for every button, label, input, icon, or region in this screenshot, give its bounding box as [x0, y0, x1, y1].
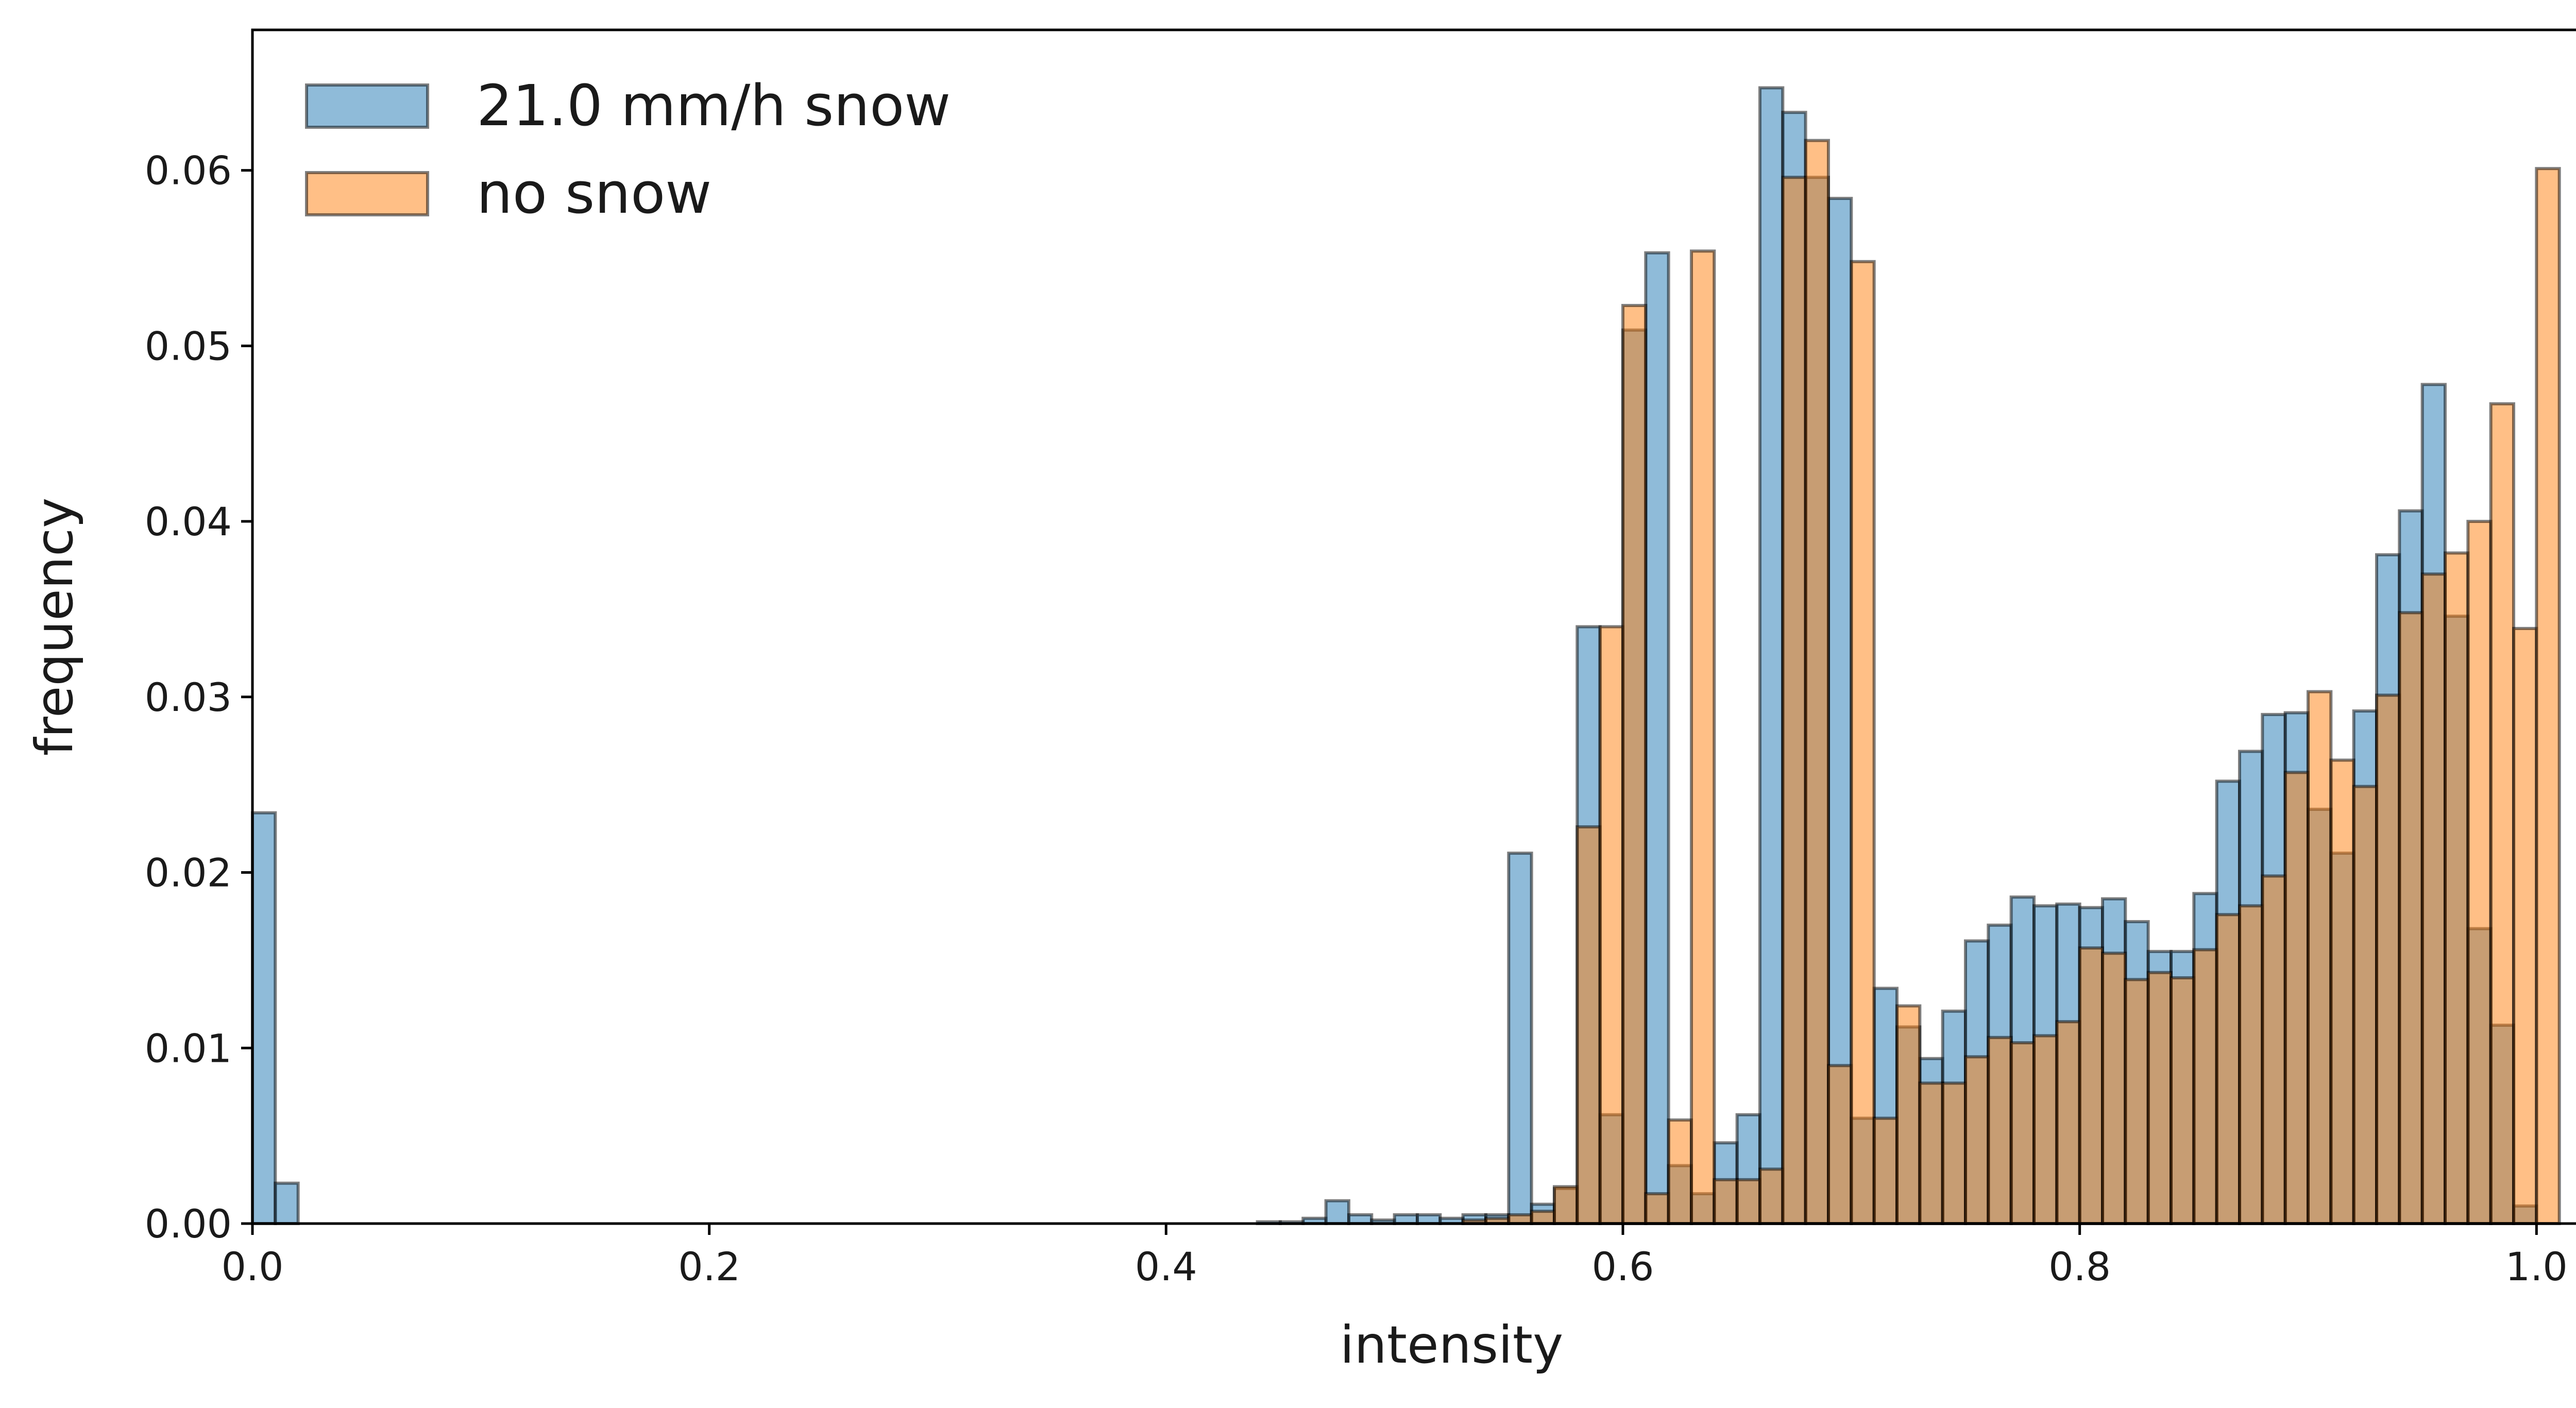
- x-tick-label: 0.8: [2048, 1244, 2111, 1290]
- histogram-bar: [274, 1181, 300, 1225]
- x-axis-ticks: 0.0 0.2 0.4 0.6 0.8 1.0: [222, 1224, 2568, 1290]
- x-tick-label: 0.6: [1592, 1244, 1654, 1290]
- histogram-bar: [1941, 1081, 1968, 1226]
- y-tick-label: 0.04: [145, 499, 232, 545]
- histogram-bar: [1713, 1178, 1739, 1225]
- x-tick-label: 0.0: [222, 1244, 284, 1290]
- histogram-bar: [2512, 626, 2538, 1225]
- y-tick-label: 0.00: [145, 1201, 232, 1247]
- histogram-bar: [1667, 1118, 1693, 1225]
- histogram-bar: [2101, 952, 2127, 1226]
- histogram-bar: [1644, 1192, 1670, 1225]
- histogram-bar: [1644, 251, 1670, 1226]
- y-tick-label: 0.03: [145, 674, 232, 720]
- legend-label: no snow: [477, 160, 711, 226]
- histogram-bar: [1987, 1036, 2013, 1225]
- histogram-bar: [1758, 86, 1785, 1226]
- histogram-bar: [251, 811, 277, 1226]
- y-tick-label: 0.05: [145, 323, 232, 369]
- plot-frame: [251, 28, 2576, 1225]
- histogram-bar: [1735, 1178, 1762, 1225]
- histogram-bar: [1575, 825, 1602, 1225]
- bars-layer: [251, 86, 2561, 1226]
- x-tick-label: 0.4: [1135, 1244, 1197, 1290]
- histogram-bar: [1872, 1116, 1899, 1226]
- histogram-bar: [2078, 946, 2105, 1225]
- histogram-bar: [1347, 1213, 1374, 1225]
- histogram-bar: [2032, 1034, 2059, 1225]
- histogram-bar: [1530, 1210, 1556, 1225]
- histogram-bar: [2215, 913, 2241, 1225]
- histogram-bar: [1553, 1185, 1579, 1225]
- histogram-bar: [1598, 625, 1625, 1225]
- histogram-bar: [1964, 1055, 1990, 1226]
- histogram-bar: [2238, 904, 2264, 1226]
- histogram-bar: [2009, 1041, 2036, 1225]
- histogram-bar: [2444, 551, 2470, 1225]
- x-tick-label: 0.2: [678, 1244, 740, 1290]
- histogram-bar: [1507, 1213, 1533, 1225]
- y-tick-label: 0.06: [145, 148, 232, 194]
- y-tick-label: 0.01: [145, 1025, 232, 1071]
- histogram-bar: [1827, 1064, 1853, 1225]
- legend: 21.0 mm/h snow no snow: [305, 73, 951, 226]
- y-tick-label: 0.02: [145, 850, 232, 896]
- histogram-bar: [1393, 1213, 1419, 1225]
- histogram-bar: [1690, 249, 1716, 1226]
- histogram-bar: [2535, 167, 2561, 1225]
- histogram-bar: [2489, 402, 2515, 1225]
- histogram-bar: [2124, 978, 2150, 1225]
- legend-swatch: [305, 83, 429, 129]
- histogram-bar: [2261, 874, 2287, 1225]
- histogram-bar: [2307, 690, 2333, 1225]
- histogram-bar: [1416, 1213, 1442, 1225]
- histogram-bar: [2420, 572, 2447, 1225]
- histogram-bar: [2466, 520, 2493, 1225]
- histogram-bar: [2375, 693, 2401, 1225]
- legend-swatch: [305, 171, 429, 216]
- histogram-bar: [2398, 611, 2424, 1225]
- histogram-bar: [1804, 139, 1831, 1225]
- histogram-bar: [2352, 785, 2378, 1225]
- histogram-bar: [2055, 1020, 2081, 1225]
- histogram-bar: [2283, 771, 2310, 1225]
- histogram-bar: [1918, 1081, 1944, 1226]
- y-axis-ticks: 0.00 0.01 0.02 0.03 0.04 0.05 0.06: [145, 148, 252, 1247]
- histogram-bar: [1895, 1004, 1922, 1226]
- histogram-bar: [2329, 758, 2355, 1226]
- x-tick-label: 1.0: [2505, 1244, 2568, 1290]
- histogram-bar: [2146, 971, 2173, 1225]
- legend-label: 21.0 mm/h snow: [477, 73, 951, 139]
- x-axis-label: intensity: [1340, 1315, 1564, 1375]
- histogram-bar: [1621, 303, 1648, 1225]
- histogram-bar: [1781, 176, 1807, 1225]
- histogram-bar: [1850, 260, 1876, 1225]
- histogram-bar: [2170, 976, 2196, 1225]
- histogram-bar: [2192, 948, 2218, 1225]
- histogram-bar: [1758, 1167, 1785, 1226]
- y-axis-label: frequency: [24, 498, 84, 756]
- histogram-bar: [1324, 1199, 1351, 1225]
- histogram-bar: [1507, 852, 1533, 1226]
